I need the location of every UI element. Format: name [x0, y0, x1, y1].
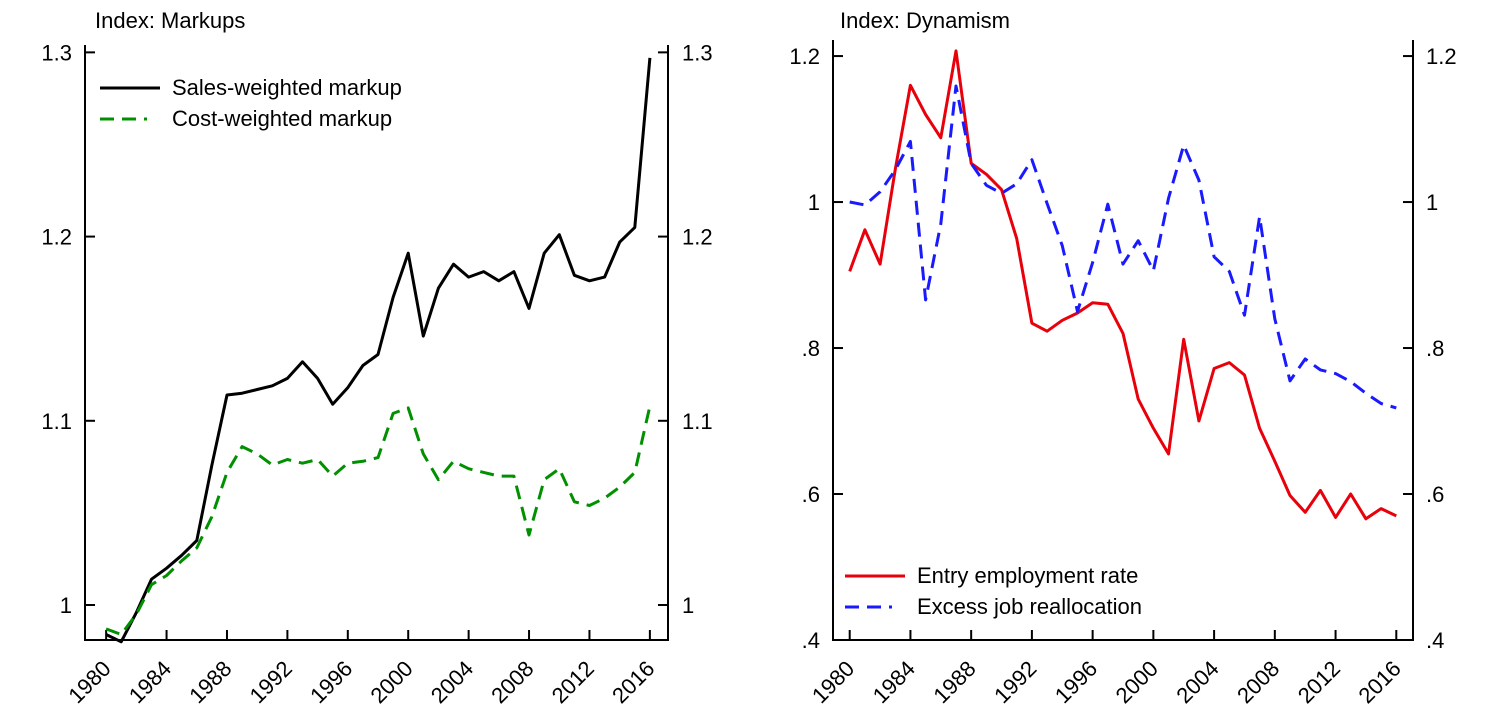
legend-label-excess-job-reallocation: Excess job reallocation [917, 594, 1143, 619]
y-axis-tick-label: 1 [808, 190, 820, 215]
x-axis-tick-label: 1992 [245, 656, 297, 708]
y-axis-tick-label-right: 1 [1426, 190, 1438, 215]
y-axis-tick-label-right: .8 [1426, 336, 1444, 361]
y-axis-tick-label-right: 1.2 [1426, 44, 1457, 69]
legend-label-cost-weighted-markup: Cost-weighted markup [172, 106, 393, 131]
x-axis-tick-label: 2004 [426, 656, 478, 708]
x-axis-tick-label: 2008 [1232, 656, 1284, 708]
y-axis-tick-label-right: 1.3 [682, 40, 713, 65]
legend-label-entry-employment-rate: Entry employment rate [917, 563, 1139, 588]
x-axis-tick-label: 1988 [184, 656, 236, 708]
series-line-sales-weighted-markup [105, 57, 652, 644]
x-axis-tick-label: 1984 [124, 656, 176, 708]
x-axis-tick-label: 2012 [1293, 656, 1345, 708]
y-axis-tick-label-right: 1 [682, 593, 694, 618]
x-axis-tick-label: 1988 [928, 656, 980, 708]
x-axis-tick-label: 2016 [607, 656, 659, 708]
x-axis-tick-label: 1992 [989, 656, 1041, 708]
series-line-cost-weighted-markup [105, 405, 652, 636]
dynamism-chart-title: Index: Dynamism [840, 8, 1010, 33]
y-axis-tick-label: 1.2 [789, 44, 820, 69]
x-axis-tick-label: 1980 [807, 656, 859, 708]
y-axis-tick-label-right: 1.1 [682, 409, 713, 434]
x-axis-tick-label: 1980 [63, 656, 115, 708]
x-axis-tick-label: 1996 [1050, 656, 1102, 708]
x-axis-tick-label: 1996 [305, 656, 357, 708]
y-axis-tick-label: .8 [802, 336, 820, 361]
legend-label-sales-weighted-markup: Sales-weighted markup [172, 75, 402, 100]
x-axis-tick-label: 2008 [486, 656, 538, 708]
y-axis-tick-label: 1.1 [41, 409, 72, 434]
y-axis-tick-label: .4 [802, 628, 820, 653]
x-axis-tick-label: 2012 [547, 656, 599, 708]
y-axis-tick-label-right: .6 [1426, 482, 1444, 507]
y-axis-tick-label: 1 [60, 593, 72, 618]
series-line-entry-employment-rate [848, 49, 1397, 521]
markups-chart-title: Index: Markups [95, 8, 246, 33]
axis-frame [84, 45, 669, 641]
y-axis-tick-label: 1.3 [41, 40, 72, 65]
y-axis-tick-label: .6 [802, 482, 820, 507]
x-axis-tick-label: 2016 [1354, 656, 1406, 708]
x-axis-tick-label: 2000 [1111, 656, 1163, 708]
y-axis-tick-label-right: 1.2 [682, 225, 713, 250]
x-axis-tick-label: 2000 [365, 656, 417, 708]
x-axis-tick-label: 2004 [1171, 656, 1223, 708]
y-axis-tick-label: 1.2 [41, 225, 72, 250]
y-axis-tick-label-right: .4 [1426, 628, 1444, 653]
x-axis-tick-label: 1984 [868, 656, 920, 708]
series-line-excess-job-reallocation [849, 84, 1397, 410]
axis-frame [832, 40, 1414, 641]
